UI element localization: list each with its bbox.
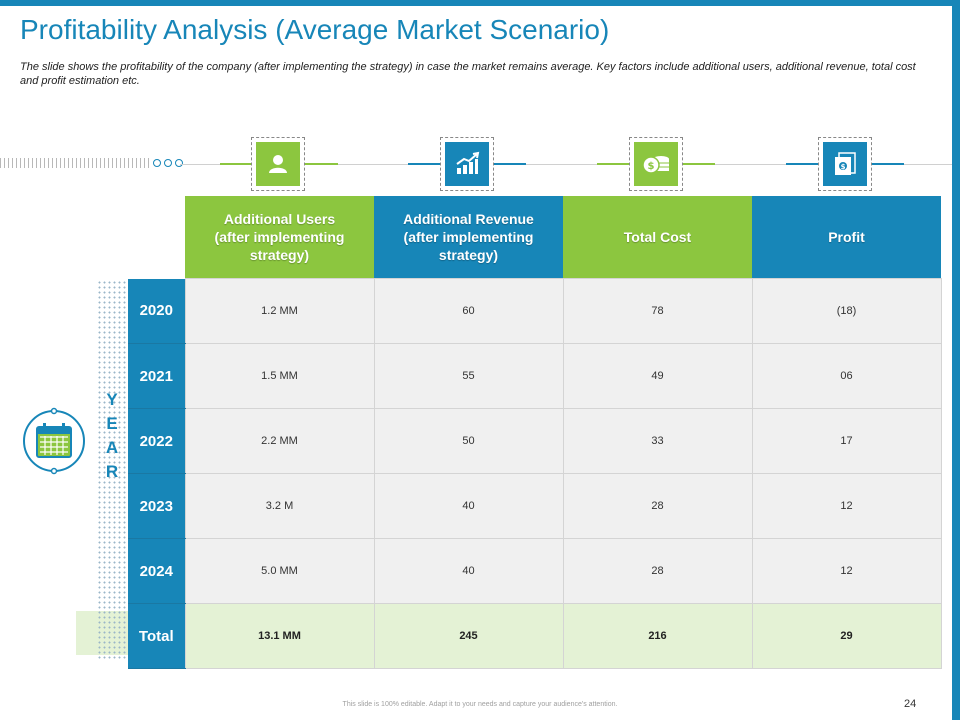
revenue-icon-box [440, 137, 494, 191]
header-profit: Profit [752, 196, 941, 279]
profit-cell: 06 [751, 343, 942, 409]
header-additional-revenue: Additional Revenue (after implementing s… [374, 196, 563, 279]
header-total-cost: Total Cost [563, 196, 752, 279]
table-row: 2023 3.2 M 40 28 12 [128, 473, 942, 539]
footer-note: This slide is 100% editable. Adapt it to… [342, 701, 618, 708]
profit-cell: 17 [751, 408, 942, 474]
connector-line [180, 164, 952, 165]
users-cell: 3.2 M [184, 473, 375, 539]
profitability-table: Additional Users (after implementing str… [128, 196, 942, 669]
growth-chart-icon [456, 151, 480, 174]
year-letter: Y [106, 390, 118, 409]
right-accent-bar [952, 0, 960, 720]
year-label: Y E A R [101, 388, 123, 484]
page-title: Profitability Analysis (Average Market S… [20, 14, 610, 45]
year-cell: 2020 [128, 278, 185, 344]
users-cell: 1.2 MM [184, 278, 375, 344]
money-bill-icon: $ [835, 152, 856, 175]
table-row: 2022 2.2 MM 50 33 17 [128, 408, 942, 474]
header-corner [128, 196, 185, 279]
year-cell: 2024 [128, 538, 185, 604]
total-label: Total [128, 603, 185, 669]
year-cell: 2023 [128, 473, 185, 539]
total-row: Total 13.1 MM 245 216 29 [128, 603, 942, 669]
coins-icon: $ [642, 156, 669, 174]
users-icon-box [251, 137, 305, 191]
year-letter: R [105, 462, 119, 481]
user-icon [269, 155, 287, 173]
revenue-cell: 50 [373, 408, 564, 474]
year-letter: A [105, 438, 119, 457]
page-number: 24 [904, 698, 917, 710]
profit-cell: 12 [751, 538, 942, 604]
revenue-cell: 55 [373, 343, 564, 409]
users-cell: 1.5 MM [184, 343, 375, 409]
cost-icon-box: $ [629, 137, 683, 191]
header-additional-users: Additional Users (after implementing str… [185, 196, 374, 279]
year-dotted-strip [97, 280, 127, 661]
table-row: 2021 1.5 MM 55 49 06 [128, 343, 942, 409]
profit-cell: 12 [751, 473, 942, 539]
revenue-cell: 40 [373, 538, 564, 604]
connector-dot [175, 159, 183, 167]
svg-text:$: $ [841, 163, 846, 171]
revenue-cell: 60 [373, 278, 564, 344]
total-users-cell: 13.1 MM [184, 603, 375, 669]
connector-dot [164, 159, 172, 167]
cost-cell: 49 [562, 343, 753, 409]
cost-cell: 33 [562, 408, 753, 474]
revenue-cell: 40 [373, 473, 564, 539]
cost-cell: 28 [562, 538, 753, 604]
total-profit-cell: 29 [751, 603, 942, 669]
users-cell: 5.0 MM [184, 538, 375, 604]
calendar-icon [23, 407, 85, 475]
total-cost-cell: 216 [562, 603, 753, 669]
connector-dot [153, 159, 161, 167]
year-letter: E [106, 414, 118, 433]
cost-cell: 28 [562, 473, 753, 539]
table-header-row: Additional Users (after implementing str… [128, 196, 941, 279]
profit-icon-box: $ [818, 137, 872, 191]
table-row: 2024 5.0 MM 40 28 12 [128, 538, 942, 604]
calendar-badge [20, 407, 88, 475]
svg-text:$: $ [648, 161, 655, 172]
users-cell: 2.2 MM [184, 408, 375, 474]
profit-cell: (18) [751, 278, 942, 344]
table-row: 2020 1.2 MM 60 78 (18) [128, 278, 942, 344]
top-accent-bar [0, 0, 960, 6]
total-revenue-cell: 245 [373, 603, 564, 669]
cost-cell: 78 [562, 278, 753, 344]
dotted-connector [0, 158, 150, 168]
year-cell: 2022 [128, 408, 185, 474]
year-cell: 2021 [128, 343, 185, 409]
page-subtitle: The slide shows the profitability of the… [20, 61, 916, 87]
